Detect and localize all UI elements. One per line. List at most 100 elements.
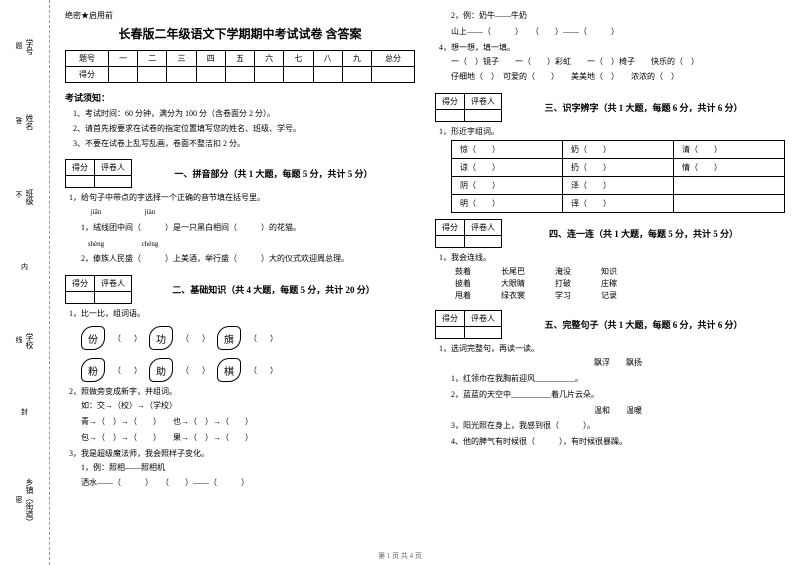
grader-box: 得分评卷人 [435, 93, 502, 122]
th: 二 [138, 51, 167, 67]
table-row: 惊（ ）奶（ ）清（ ） [452, 141, 785, 159]
s2-q3b: 洒水——（ ） （ ）——（ ） [65, 477, 415, 490]
s2-q2ex: 如：交→（校）→（学校） [65, 400, 415, 413]
s1-q1a: 1，绒线团中间（ ）是一只黑白相间（ ）的花猫。 [65, 222, 415, 235]
section-4-title: 四、连一连（共 1 大题，每题 5 分，共计 5 分） [502, 227, 785, 240]
match-item: 记录 [601, 290, 617, 302]
blank: （ ） [113, 365, 141, 376]
table-row: 谅（ ）扔（ ）情（ ） [452, 159, 785, 177]
match-col-1: 鼓着 披着 甩着 [455, 266, 471, 302]
grader-c1: 得分 [436, 220, 465, 236]
td: 扔（ ） [563, 159, 674, 177]
section-1-title: 一、拼音部分（共 1 大题，每题 5 分，共计 5 分） [132, 167, 415, 180]
match-item: 淹没 [555, 266, 571, 278]
s2-q3: 3，我是超级魔法师，我会照样子变化。 [65, 448, 415, 459]
page-footer: 第 1 页 共 4 页 [0, 551, 800, 561]
section-2-head: 得分评卷人 二、基础知识（共 4 大题，每题 5 分，共计 20 分） [65, 275, 415, 304]
section-3-title: 三、识字辨字（共 1 大题，每题 6 分，共计 6 分） [502, 101, 785, 114]
td [255, 67, 284, 83]
exam-title: 长春版二年级语文下学期期中考试试卷 含答案 [65, 25, 415, 42]
td [313, 67, 342, 83]
s2-q2b: 包→（ ）→（ ） 果→（ ）→（ ） [65, 432, 415, 445]
grader-c1: 得分 [66, 276, 95, 292]
td [138, 67, 167, 83]
s5-q1d: 4、他的脾气有时候很（ ），有时候很暴躁。 [435, 436, 785, 449]
td: 泽（ ） [563, 177, 674, 195]
match-item: 学习 [555, 290, 571, 302]
match-row: 鼓着 披着 甩着 长尾巴 大眼睛 绿衣裳 淹没 打破 学习 知识 庄稼 [435, 266, 785, 302]
th: 四 [196, 51, 225, 67]
th: 总分 [371, 51, 414, 67]
td: 译（ ） [563, 195, 674, 213]
blank: （ ） [181, 365, 209, 376]
th: 题号 [66, 51, 109, 67]
char-box: 份 [81, 326, 105, 350]
grader-c2: 评卷人 [95, 276, 132, 292]
binding-xiangzhen: 乡镇（街道）密 [14, 478, 35, 526]
grader-c1: 得分 [436, 94, 465, 110]
match-col-3: 淹没 打破 学习 [555, 266, 571, 302]
vtext: 线 [14, 336, 24, 347]
match-col-4: 知识 庄稼 记录 [601, 266, 617, 302]
s2-q1: 1，比一比，组词语。 [65, 308, 415, 319]
td [371, 67, 414, 83]
td [674, 177, 785, 195]
td [196, 67, 225, 83]
pinyin: shèng [81, 239, 111, 250]
td: 情（ ） [674, 159, 785, 177]
s1-q1b: 2，傣族人民盛（ ）上美酒，举行盛（ ）大的仪式欢迎周总理。 [65, 253, 415, 266]
label: 姓名 [24, 114, 35, 130]
s2-q3a: 1，例：照相——照相机 [65, 462, 415, 475]
s4-q1: 1，我会连线。 [435, 252, 785, 263]
td [167, 67, 196, 83]
s2r-q2: 山上——（ ） （ ）——（ ） [435, 26, 785, 39]
binding-column: 学号题 姓名答 班级不 内 学校线 封 乡镇（街道）密 [0, 0, 50, 565]
vtext: 内 [20, 263, 30, 274]
char-box: 粉 [81, 358, 105, 382]
s5-words: 飘浮 飘扬 [435, 357, 785, 370]
section-1-head: 得分评卷人 一、拼音部分（共 1 大题，每题 5 分，共计 5 分） [65, 159, 415, 188]
td [225, 67, 254, 83]
content-area: 绝密★启用前 长春版二年级语文下学期期中考试试卷 含答案 题号 一 二 三 四 … [50, 0, 800, 565]
section-5-title: 五、完整句子（共 1 大题，每题 6 分，共计 6 分） [502, 318, 785, 331]
td: 明（ ） [452, 195, 563, 213]
vtext: 密 [14, 496, 24, 507]
left-column: 绝密★启用前 长春版二年级语文下学期期中考试试卷 含答案 题号 一 二 三 四 … [65, 10, 415, 555]
grader-c1: 得分 [66, 160, 95, 176]
binding-feng: 封 [20, 408, 30, 419]
binding-xuexiao: 学校线 [14, 333, 35, 349]
s2r-q3: 4，想一想，填一填。 [435, 42, 785, 53]
s1-q1: 1，给句子中带点的字选择一个正确的音节填在括号里。 [65, 192, 415, 203]
match-item: 鼓着 [455, 266, 471, 278]
label: 学号 [24, 39, 35, 55]
notice-item: 3、不要在试卷上乱写乱画，卷面不整洁扣 2 分。 [65, 138, 415, 149]
s5-q1a: 1，红领巾在我胸前迎风__________。 [435, 373, 785, 386]
table-row: 得分 [66, 67, 415, 83]
pinyin: chéng [135, 239, 165, 250]
td [284, 67, 313, 83]
label: 乡镇（街道） [24, 478, 35, 526]
secret-marker: 绝密★启用前 [65, 10, 415, 21]
grader-c2: 评卷人 [465, 94, 502, 110]
vtext: 题 [14, 42, 24, 53]
table-row: 阴（ ）泽（ ） [452, 177, 785, 195]
score-table: 题号 一 二 三 四 五 六 七 八 九 总分 得分 [65, 50, 415, 83]
table-row: 题号 一 二 三 四 五 六 七 八 九 总分 [66, 51, 415, 67]
match-item: 甩着 [455, 290, 471, 302]
grader-c2: 评卷人 [95, 160, 132, 176]
label: 班级 [24, 189, 35, 205]
char-box: 功 [149, 326, 173, 350]
th: 三 [167, 51, 196, 67]
notice-item: 1、考试时间：60 分钟，满分为 100 分（含卷面分 2 分）。 [65, 108, 415, 119]
char-row-2: 粉（ ） 助（ ） 棋（ ） [81, 358, 415, 382]
blank: （ ） [113, 333, 141, 344]
pinyin: jiàn [135, 207, 165, 218]
td: 清（ ） [674, 141, 785, 159]
th: 九 [342, 51, 371, 67]
right-column: 2，例：奶牛——牛奶 山上——（ ） （ ）——（ ） 4，想一想，填一填。 一… [435, 10, 785, 555]
td: 阴（ ） [452, 177, 563, 195]
td: 得分 [66, 67, 109, 83]
char-box: 助 [149, 358, 173, 382]
match-item: 知识 [601, 266, 617, 278]
match-item: 披着 [455, 278, 471, 290]
